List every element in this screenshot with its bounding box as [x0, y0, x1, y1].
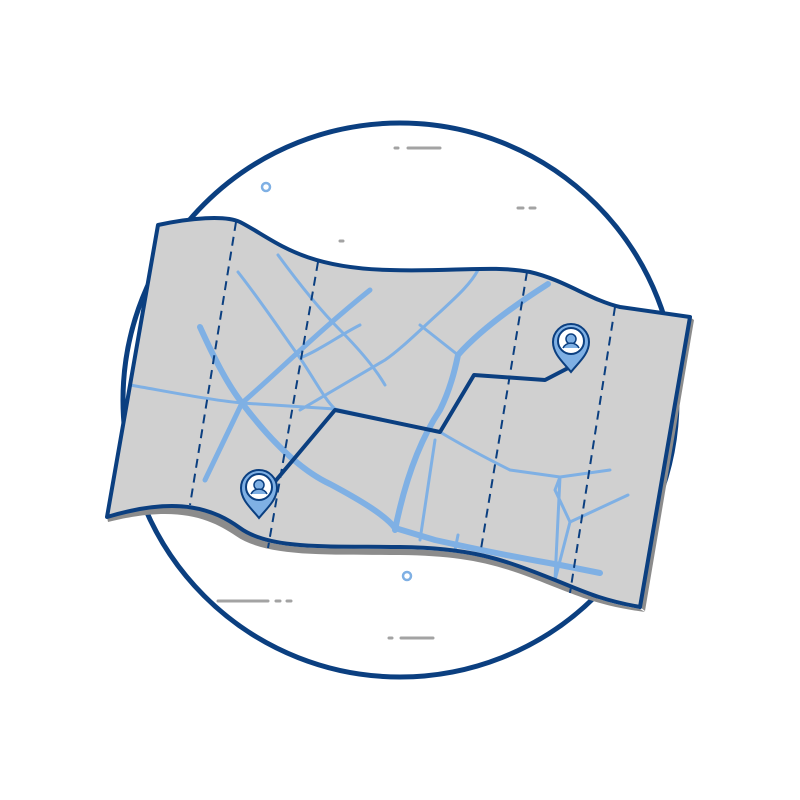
- street-main-north: [239, 287, 373, 406]
- map-outline: [105, 216, 692, 609]
- street: [418, 438, 437, 542]
- decor-dot: [260, 181, 272, 193]
- street: [298, 268, 480, 412]
- street: [298, 323, 362, 360]
- street-main-east: [392, 281, 551, 533]
- fold-line: [569, 306, 616, 594]
- map-shadow: [107, 507, 645, 612]
- location-pin-icon: [239, 469, 279, 520]
- street-main-south: [197, 324, 603, 576]
- street-main-west: [202, 400, 245, 483]
- fold-line: [267, 261, 319, 549]
- street: [276, 253, 387, 387]
- fold-line: [479, 271, 528, 556]
- decorative-marks: [216, 146, 537, 640]
- street: [553, 520, 572, 582]
- street: [553, 475, 630, 582]
- map-fold-lines: [189, 221, 616, 594]
- street: [453, 533, 460, 552]
- street: [418, 323, 460, 357]
- route-path: [260, 364, 574, 499]
- fold-line: [189, 221, 237, 506]
- location-pin-icon: [551, 323, 591, 374]
- decor-dot: [401, 570, 413, 582]
